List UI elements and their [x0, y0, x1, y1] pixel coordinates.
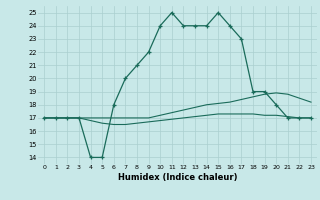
- X-axis label: Humidex (Indice chaleur): Humidex (Indice chaleur): [118, 173, 237, 182]
